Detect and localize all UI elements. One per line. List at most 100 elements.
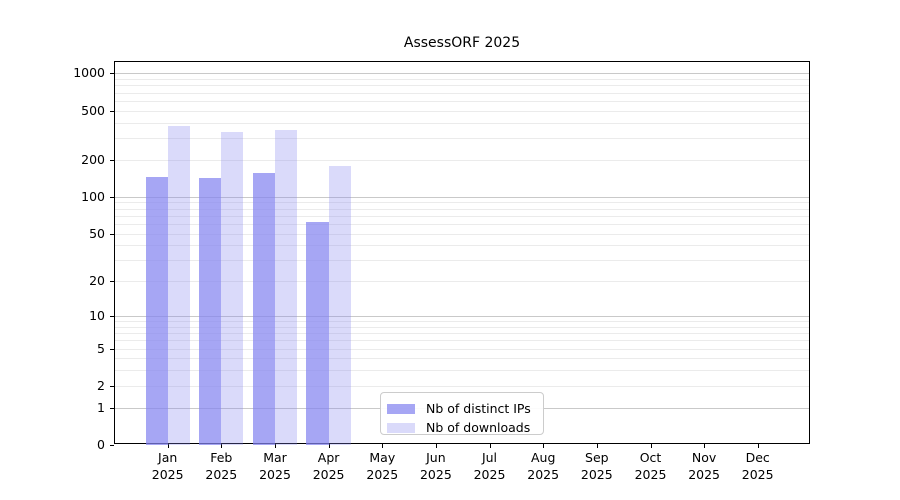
plot-area: 1000 500 200 100 50 20 10 5 2 1 0 Jan 2025 Feb 2025 Mar… [73, 61, 810, 482]
gridline-minor [115, 202, 809, 204]
y-axis-tick-label: 10 [89, 308, 105, 323]
gridline-minor [115, 348, 809, 350]
x-label-month: Dec [745, 450, 770, 465]
x-label-year: 2025 [741, 466, 774, 482]
y-axis-tick-label: 1000 [73, 65, 105, 81]
bar-distinct-ips-feb [199, 178, 222, 445]
gridline-minor [115, 138, 809, 139]
y-axis-tick [110, 348, 114, 350]
y-axis-tick [110, 110, 114, 112]
x-label-year: 2025 [634, 466, 667, 482]
y-axis-tick [110, 73, 114, 75]
gridline-minor [115, 223, 809, 225]
bar-distinct-ips-jan [145, 177, 168, 445]
x-label-month: Nov [691, 450, 717, 465]
y-axis-tick [110, 233, 114, 235]
x-label-year: 2025 [151, 466, 184, 482]
x-axis-tick [757, 444, 759, 448]
gridline-minor [115, 385, 809, 387]
x-axis-tick-label: Oct 2025 [621, 450, 681, 483]
x-label-year: 2025 [688, 466, 720, 482]
x-axis-tick [275, 444, 276, 448]
gridline-minor [115, 260, 809, 262]
gridline-minor [115, 215, 809, 217]
legend: Nb of distinct IPs Nb of downloads [380, 392, 544, 435]
gridline-minor [115, 92, 809, 94]
y-axis-tick-label: 5 [97, 340, 105, 356]
legend-label-downloads: Nb of downloads [426, 419, 531, 435]
x-label-month: Apr [317, 450, 340, 465]
gridline-minor [115, 245, 809, 247]
y-axis-tick-label: 50 [89, 225, 105, 241]
legend-row-distinct-ips: Nb of distinct IPs [387, 399, 535, 418]
y-axis-tick [110, 196, 114, 198]
y-axis-tick [110, 407, 114, 409]
x-axis-tick [382, 444, 384, 448]
gridline-minor [115, 326, 809, 328]
gridline-major [115, 316, 809, 317]
gridline-minor [115, 122, 809, 124]
x-axis-tick-label: Apr 2025 [299, 450, 359, 483]
gridline-minor [115, 85, 809, 87]
gridline-minor [115, 340, 809, 342]
gridline-minor [115, 208, 809, 210]
bar-downloads-apr [328, 165, 351, 445]
x-axis-tick-label: Jan 2025 [138, 450, 198, 483]
y-axis-tick [110, 385, 114, 387]
x-label-year: 2025 [527, 466, 560, 482]
y-axis-tick-label: 20 [89, 273, 105, 289]
x-axis-tick-label: Aug 2025 [513, 450, 573, 483]
gridline-minor [115, 233, 809, 235]
gridline-minor [115, 100, 809, 102]
y-axis-tick [110, 281, 114, 283]
gridline-minor [115, 321, 809, 323]
x-label-year: 2025 [312, 466, 345, 482]
bar-downloads-mar [275, 130, 298, 445]
y-axis-tick-label: 2 [97, 377, 105, 393]
y-axis-tick-label: 200 [81, 151, 105, 167]
x-label-month: Jan [158, 450, 178, 465]
legend-row-downloads: Nb of downloads [387, 418, 535, 437]
x-axis-tick [596, 444, 598, 448]
x-label-month: Mar [263, 450, 287, 465]
x-axis-tick-label: Feb 2025 [191, 450, 251, 483]
gridline-minor [115, 333, 809, 335]
y-axis-tick-label: 1 [97, 399, 105, 415]
gridline-minor [115, 159, 809, 161]
gridline-minor [115, 110, 809, 112]
y-axis-tick-label: 100 [81, 188, 105, 204]
gridline-major [115, 73, 809, 75]
legend-swatch-distinct-ips [387, 403, 415, 414]
x-label-month: Oct [639, 450, 662, 465]
x-label-year: 2025 [419, 466, 452, 482]
x-axis-tick-label: Jul 2025 [460, 450, 520, 483]
x-axis-tick [221, 444, 223, 448]
x-label-month: May [369, 450, 396, 465]
bar-downloads-feb [221, 131, 244, 445]
x-axis-tick [167, 444, 169, 448]
gridline-major [115, 196, 809, 198]
x-axis-tick-label: Nov 2025 [674, 450, 734, 483]
gridline-minor [115, 79, 809, 80]
y-axis-tick [110, 445, 114, 446]
x-label-month: Jul [481, 450, 498, 465]
x-axis-tick-label: May 2025 [352, 450, 412, 483]
bar-downloads-jan [167, 126, 190, 445]
x-axis-tick [650, 444, 652, 448]
y-axis-tick [110, 159, 114, 161]
x-label-month: Sep [585, 450, 609, 465]
x-label-year: 2025 [259, 466, 291, 482]
gridline-minor [115, 358, 809, 360]
x-label-year: 2025 [473, 466, 506, 482]
x-label-year: 2025 [205, 466, 238, 482]
x-axis-tick-label: Jun 2025 [406, 450, 466, 483]
y-axis-tick-label: 0 [97, 437, 105, 452]
x-axis-tick [435, 444, 437, 448]
chart-title: AssessORF 2025 [403, 35, 521, 51]
x-label-year: 2025 [580, 466, 613, 482]
bar-distinct-ips-mar [252, 173, 275, 445]
gridline-minor [115, 370, 809, 372]
x-label-year: 2025 [366, 466, 399, 482]
x-label-month: Jun [426, 450, 446, 465]
